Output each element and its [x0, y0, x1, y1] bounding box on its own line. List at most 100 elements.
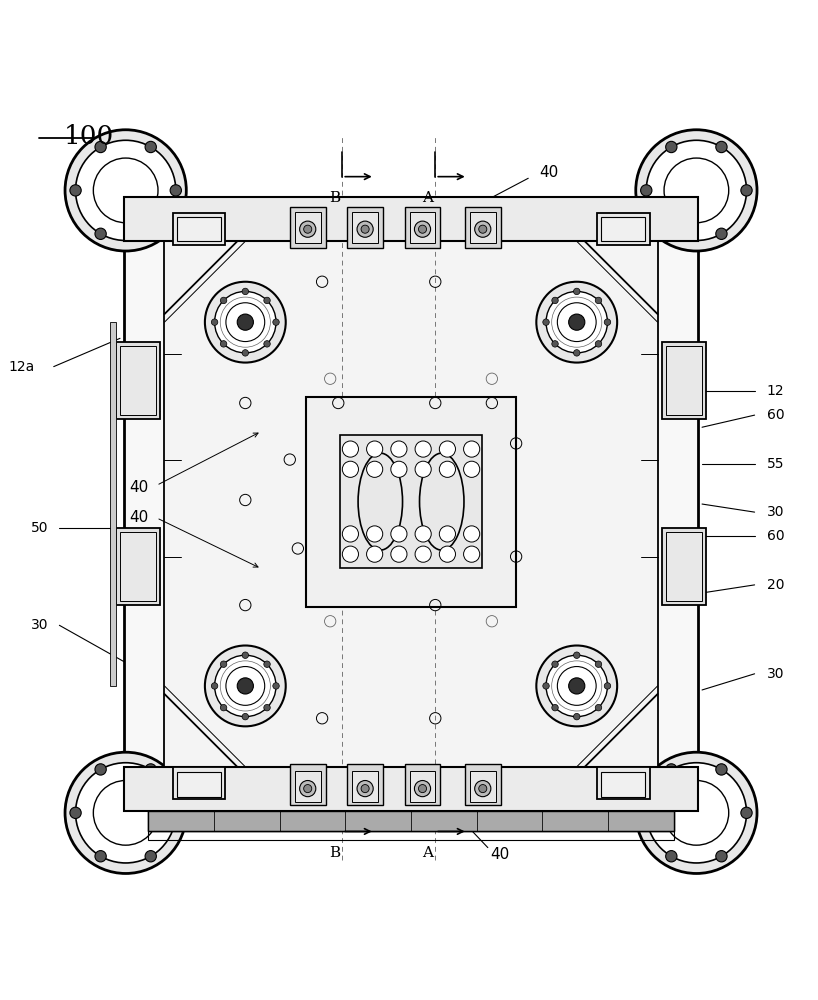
Circle shape	[65, 130, 187, 251]
Circle shape	[299, 781, 316, 797]
Circle shape	[342, 546, 358, 562]
Circle shape	[605, 683, 611, 689]
Bar	[294, 212, 321, 243]
Circle shape	[573, 350, 580, 356]
Circle shape	[391, 441, 407, 457]
Bar	[542, 811, 608, 831]
Circle shape	[220, 661, 227, 667]
Circle shape	[237, 678, 254, 694]
Bar	[666, 346, 702, 415]
Text: B: B	[329, 846, 339, 860]
Circle shape	[162, 833, 167, 838]
Bar	[465, 764, 501, 805]
Circle shape	[242, 288, 249, 295]
Bar	[148, 811, 674, 831]
Circle shape	[552, 661, 558, 667]
Circle shape	[342, 441, 358, 457]
Text: 30: 30	[766, 667, 784, 681]
Bar	[411, 811, 477, 831]
Circle shape	[361, 785, 369, 793]
Circle shape	[666, 141, 677, 153]
Text: 100: 100	[64, 124, 114, 149]
Text: 12: 12	[766, 384, 784, 398]
Circle shape	[474, 221, 491, 237]
Circle shape	[226, 303, 265, 342]
Circle shape	[95, 228, 106, 239]
Circle shape	[170, 807, 182, 819]
Circle shape	[419, 225, 426, 233]
Bar	[280, 811, 345, 831]
Circle shape	[537, 646, 617, 726]
Text: 40: 40	[490, 847, 510, 862]
Bar	[148, 811, 674, 831]
Circle shape	[543, 319, 549, 325]
Bar	[348, 207, 383, 248]
Circle shape	[605, 319, 611, 325]
Bar	[608, 811, 674, 831]
Circle shape	[716, 851, 727, 862]
Bar	[124, 197, 698, 811]
Circle shape	[391, 461, 407, 477]
Circle shape	[263, 704, 270, 711]
Bar	[410, 212, 435, 243]
Circle shape	[145, 851, 156, 862]
Circle shape	[419, 785, 426, 793]
Circle shape	[70, 807, 81, 819]
Circle shape	[95, 141, 106, 153]
Circle shape	[263, 661, 270, 667]
Circle shape	[741, 807, 753, 819]
Circle shape	[474, 781, 491, 797]
Bar	[410, 771, 435, 802]
Circle shape	[145, 764, 156, 775]
Circle shape	[479, 785, 487, 793]
Circle shape	[569, 678, 585, 694]
Circle shape	[65, 752, 187, 873]
Bar	[164, 241, 658, 767]
Circle shape	[537, 282, 617, 363]
Bar	[477, 811, 542, 831]
Circle shape	[596, 341, 602, 347]
Text: 60: 60	[766, 408, 784, 422]
Circle shape	[391, 546, 407, 562]
Bar	[405, 207, 440, 248]
Circle shape	[366, 441, 383, 457]
Circle shape	[716, 228, 727, 239]
Circle shape	[479, 225, 487, 233]
Circle shape	[272, 319, 279, 325]
Bar	[597, 767, 649, 799]
Circle shape	[93, 158, 158, 223]
Circle shape	[655, 833, 660, 838]
Circle shape	[415, 461, 431, 477]
Text: 20: 20	[766, 578, 784, 592]
Circle shape	[272, 683, 279, 689]
Circle shape	[552, 704, 558, 711]
Bar	[666, 532, 702, 601]
Circle shape	[226, 667, 265, 705]
Circle shape	[299, 221, 316, 237]
Circle shape	[636, 752, 757, 873]
Text: A: A	[422, 191, 433, 205]
Bar	[353, 771, 378, 802]
Bar	[110, 322, 116, 686]
Circle shape	[170, 185, 182, 196]
Circle shape	[357, 221, 373, 237]
Circle shape	[716, 764, 727, 775]
Circle shape	[263, 297, 270, 304]
Circle shape	[557, 667, 596, 705]
Text: 40: 40	[129, 510, 148, 525]
Circle shape	[415, 781, 430, 797]
Circle shape	[220, 704, 227, 711]
Bar	[601, 772, 645, 797]
Bar	[177, 772, 221, 797]
Circle shape	[573, 652, 580, 658]
Bar	[116, 342, 160, 419]
Bar	[470, 212, 496, 243]
Circle shape	[145, 141, 156, 153]
Circle shape	[666, 851, 677, 862]
Text: B: B	[329, 191, 339, 205]
Text: 12a: 12a	[9, 360, 35, 374]
Circle shape	[569, 314, 585, 330]
Bar	[290, 207, 326, 248]
Circle shape	[573, 288, 580, 295]
Circle shape	[342, 461, 358, 477]
